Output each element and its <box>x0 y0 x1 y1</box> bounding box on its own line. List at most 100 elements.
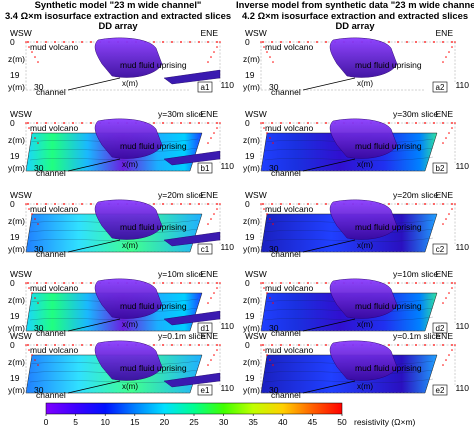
z-label: z(m) <box>243 357 260 367</box>
electrode-dot <box>289 122 291 124</box>
y-tick: 30 <box>34 244 44 254</box>
electrode-dot <box>34 137 36 139</box>
electrode-dot <box>445 218 447 220</box>
electrode-dot <box>260 41 262 43</box>
electrode-dot <box>433 344 435 346</box>
electrode-dot <box>451 122 453 124</box>
left-title: Synthetic model "23 m wide channel" 3.4 … <box>0 0 236 32</box>
electrode-dot <box>90 344 92 346</box>
electrode-dot <box>298 344 300 346</box>
electrode-dot <box>316 344 318 346</box>
panel-tag-box <box>197 384 213 396</box>
electrode-dot <box>298 203 300 205</box>
electrode-dot <box>454 282 456 284</box>
electrode-dot <box>207 61 209 63</box>
electrode-dot <box>81 282 83 284</box>
electrode-dot <box>216 344 218 346</box>
electrode-dot <box>153 344 155 346</box>
electrode-dot <box>325 122 327 124</box>
channel-arrow <box>302 239 356 253</box>
electrode-dot <box>189 122 191 124</box>
electrode-dot <box>28 208 30 210</box>
panel-tag: d2 <box>436 324 445 333</box>
electrode-dot <box>272 142 274 144</box>
electrode-dot <box>415 344 417 346</box>
x-label: x(m) <box>357 160 373 169</box>
electrode-dot <box>180 282 182 284</box>
y-label: y(m) <box>8 163 25 173</box>
z-tick-0: 0 <box>245 118 250 128</box>
electrode-dot <box>25 344 27 346</box>
electrode-dot <box>219 203 221 205</box>
wsw-label: WSW <box>10 109 32 119</box>
electrode-dot <box>260 122 262 124</box>
electrode-dot <box>210 56 212 58</box>
electrode-dot <box>31 354 33 356</box>
mud-fluid-uprising-label: mud fluid uprising <box>120 301 187 311</box>
x-label: x(m) <box>122 160 138 169</box>
z-tick-0: 0 <box>10 37 15 47</box>
z-label: z(m) <box>8 357 25 367</box>
electrode-dot <box>406 41 408 43</box>
contour-line <box>264 237 434 242</box>
channel-arrow <box>67 158 121 172</box>
electrode-dot <box>280 122 282 124</box>
y-label: y(m) <box>243 385 260 395</box>
mud-fluid-uprising-label: mud fluid uprising <box>355 363 422 373</box>
electrode-dot <box>433 282 435 284</box>
electrode-dot <box>28 46 30 48</box>
electrode-dot <box>162 122 164 124</box>
electrode-dot <box>90 282 92 284</box>
ene-label: ENE <box>436 331 454 341</box>
electrode-dot <box>219 41 221 43</box>
mud-fluid-uprising-label: mud fluid uprising <box>355 222 422 232</box>
right-title-line3: DD array <box>335 20 375 31</box>
electrode-dot <box>445 56 447 58</box>
wsw-label: WSW <box>10 28 32 38</box>
electrode-dot <box>442 282 444 284</box>
colorbar-label: resistivity (Ω×m) <box>354 417 416 427</box>
colorbar-tick-label: 15 <box>130 417 140 427</box>
isosurface-body <box>329 37 398 78</box>
z-tick-19: 19 <box>245 151 255 161</box>
x-tick: 110 <box>220 161 234 171</box>
z-tick-0: 0 <box>245 278 250 288</box>
mud-volcano-label: mud volcano <box>265 345 313 355</box>
electrode-dot <box>213 354 215 356</box>
panel-tag-box <box>432 162 448 174</box>
electrode-dot <box>153 41 155 43</box>
panel-tag-box <box>197 162 213 174</box>
isosurface-body <box>329 340 398 381</box>
electrode-dot <box>442 302 444 304</box>
channel-label: channel <box>36 390 66 400</box>
colorbar-tick-label: 20 <box>160 417 170 427</box>
channel-label: channel <box>36 87 66 97</box>
electrode-dot <box>198 282 200 284</box>
x-tick: 110 <box>220 321 234 331</box>
mud-volcano-label: mud volcano <box>265 42 313 52</box>
mud-volcano-label: mud volcano <box>265 283 313 293</box>
electrode-dot <box>388 122 390 124</box>
wsw-label: WSW <box>10 331 32 341</box>
electrode-dot <box>325 41 327 43</box>
electrode-dot <box>280 203 282 205</box>
electrode-dot <box>54 344 56 346</box>
electrode-dot <box>448 132 450 134</box>
electrode-dot <box>63 41 65 43</box>
electrode-dot <box>298 41 300 43</box>
electrode-dot <box>37 223 39 225</box>
electrode-dot <box>153 203 155 205</box>
mud-volcano-label: mud volcano <box>30 42 78 52</box>
electrode-dot <box>442 223 444 225</box>
electrode-dot <box>31 132 33 134</box>
z-tick-0: 0 <box>10 340 15 350</box>
isosurface-body <box>329 118 398 159</box>
right-panel-4: WSW ENE 0 z(m) 19 y(m) 30 110 x(m) mud volcano mud… <box>243 269 469 338</box>
wsw-label: WSW <box>10 190 32 200</box>
electrode-dot <box>415 122 417 124</box>
electrode-dot <box>198 41 200 43</box>
electrode-dot <box>72 282 74 284</box>
z-tick-19: 19 <box>245 232 255 242</box>
electrode-dot <box>45 122 47 124</box>
electrode-dot <box>216 46 218 48</box>
